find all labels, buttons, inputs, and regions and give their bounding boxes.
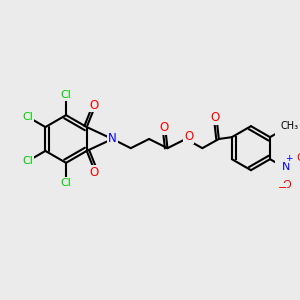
Text: CH₃: CH₃ — [280, 121, 298, 131]
Text: O: O — [211, 111, 220, 124]
Text: Cl: Cl — [61, 178, 71, 188]
Text: +: + — [285, 154, 292, 163]
Text: O: O — [184, 130, 193, 143]
Text: Cl: Cl — [22, 112, 33, 122]
Text: O: O — [89, 98, 99, 112]
Text: N: N — [282, 162, 290, 172]
Text: O: O — [282, 180, 291, 190]
Text: Cl: Cl — [22, 156, 33, 166]
Text: Cl: Cl — [61, 90, 71, 100]
Text: −: − — [278, 183, 287, 193]
Text: N: N — [108, 133, 117, 146]
Text: O: O — [296, 153, 300, 163]
Text: O: O — [89, 167, 99, 179]
Text: O: O — [159, 121, 168, 134]
